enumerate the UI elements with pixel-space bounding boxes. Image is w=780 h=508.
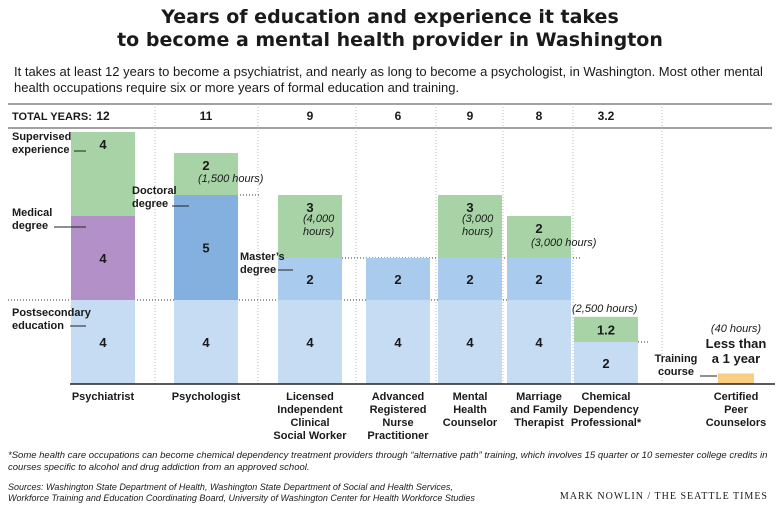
bar-segment-masters: [366, 258, 430, 300]
bar-segment-postsecondary: [278, 300, 342, 384]
category-label: Professional*: [571, 417, 642, 429]
category-label: Certified: [714, 391, 759, 403]
bar-segment-medical: [71, 216, 135, 300]
total-years-value: 8: [536, 109, 543, 123]
bar-segment-supervised: [438, 195, 502, 258]
sources-line2: Workforce Training and Education Coordin…: [8, 493, 475, 503]
category-label: Mental: [453, 391, 488, 403]
stage-label-doctoral: degree: [132, 198, 168, 210]
segment-value-label: 4: [535, 335, 543, 350]
total-years-value: 9: [307, 109, 314, 123]
segment-value-label: 2: [466, 272, 473, 287]
category-label: Health: [453, 404, 487, 416]
segment-value-label: 1.2: [597, 322, 615, 337]
segment-value-label: 2: [394, 272, 401, 287]
stage-label-postsecondary: education: [12, 320, 64, 332]
category-label: Practitioner: [367, 430, 429, 442]
bar-segment-supervised: [507, 216, 571, 258]
category-label: Social Worker: [273, 430, 347, 442]
category-label: Registered: [370, 404, 427, 416]
total-years-value: 9: [467, 109, 474, 123]
category-label: Psychologist: [172, 391, 241, 403]
credit: MARK NOWLIN / THE SEATTLE TIMES: [559, 491, 768, 502]
peer-counselor-duration: a 1 year: [712, 351, 760, 366]
stage-label-doctoral: Doctoral: [132, 185, 177, 197]
hours-note: (1,500 hours): [198, 173, 264, 185]
bar-segment-postsecondary: [174, 300, 238, 384]
segment-value-label: 2: [535, 221, 542, 236]
stage-label-masters: Master’s: [240, 251, 285, 263]
stage-label-postsecondary: Postsecondary: [12, 307, 92, 319]
category-label: Clinical: [290, 417, 329, 429]
stage-label-supervised: experience: [12, 144, 69, 156]
segment-value-label: 4: [202, 335, 210, 350]
segment-value-label: 2: [306, 272, 313, 287]
bar-segment-doctoral: [174, 195, 238, 300]
chart-title-line2: to become a mental health provider in Wa…: [117, 29, 663, 51]
bar-segment-postsecondary: [366, 300, 430, 384]
segment-value-label: 3: [306, 200, 313, 215]
bar-segment-masters: [438, 258, 502, 300]
segment-value-label: 4: [466, 335, 474, 350]
bar-segment-supervised: [71, 132, 135, 216]
stage-label-supervised: Supervised: [12, 131, 71, 143]
bar-segment-training: [718, 373, 754, 384]
chart-subtitle: It takes at least 12 years to become a p…: [14, 64, 763, 95]
bar-segment-postsecondary: [507, 300, 571, 384]
peer-counselor-duration: Less than: [706, 336, 767, 351]
hours-note: hours): [303, 226, 335, 238]
segment-value-label: 2: [602, 356, 609, 371]
segment-value-label: 2: [202, 158, 209, 173]
total-years-value: 11: [200, 109, 213, 123]
category-label: Counselor: [443, 417, 498, 429]
hours-note: (40 hours): [711, 323, 761, 335]
stage-label-medical: degree: [12, 220, 48, 232]
total-years-value: 6: [395, 109, 402, 123]
segment-value-label: 4: [99, 335, 107, 350]
segment-value-label: 4: [306, 335, 314, 350]
hours-note: hours): [462, 226, 494, 238]
stacked-bar-chart: TOTAL YEARS: 4 4 4 12 Psychiatrist 4 5 2 11 Psycho…: [8, 103, 775, 442]
category-label: Counselors: [706, 417, 767, 429]
hours-note: (4,000: [303, 213, 335, 225]
stage-label-training: Training: [655, 353, 698, 365]
total-years-value: 3.2: [598, 109, 615, 123]
stage-label-training: course: [658, 366, 694, 378]
bar-segment-supervised: [174, 153, 238, 195]
segment-value-label: 4: [394, 335, 402, 350]
category-label: Psychiatrist: [72, 391, 135, 403]
hours-note: (2,500 hours): [572, 303, 638, 315]
bar-segment-masters: [507, 258, 571, 300]
bar-segment-masters: [278, 258, 342, 300]
chart-title-line1: Years of education and experience it tak…: [161, 6, 619, 28]
sources-line1: Sources: Washington State Department of …: [8, 482, 453, 492]
bar-segment-postsecondary: [438, 300, 502, 384]
category-label: Dependency: [573, 404, 639, 416]
segment-value-label: 3: [466, 200, 473, 215]
hours-note: (3,000 hours): [531, 237, 597, 249]
category-label: Licensed: [286, 391, 334, 403]
segment-value-label: 4: [99, 251, 107, 266]
category-label: Therapist: [514, 417, 564, 429]
footnote: *Some health care occupations can become…: [8, 450, 768, 473]
category-label: Advanced: [372, 391, 425, 403]
category-label: and Family: [510, 404, 568, 416]
bar-segment-postsecondary: [71, 300, 135, 384]
segment-value-label: 5: [202, 241, 209, 256]
category-label: Marriage: [516, 391, 562, 403]
bar-segment-supervised: [574, 316, 638, 342]
total-years-value: 12: [96, 109, 110, 123]
bar-segment-supervised: [278, 195, 342, 258]
bar-segment-postsecondary: [574, 342, 638, 384]
category-label: Chemical: [582, 391, 631, 403]
category-label: Peer: [724, 404, 749, 416]
stage-label-masters: degree: [240, 264, 276, 276]
segment-value-label: 2: [535, 272, 542, 287]
category-label: Nurse: [382, 417, 413, 429]
total-years-label: TOTAL YEARS:: [12, 111, 92, 123]
hours-note: (3,000: [462, 213, 494, 225]
category-label: Independent: [277, 404, 343, 416]
stage-label-medical: Medical: [12, 207, 52, 219]
segment-value-label: 4: [99, 137, 107, 152]
